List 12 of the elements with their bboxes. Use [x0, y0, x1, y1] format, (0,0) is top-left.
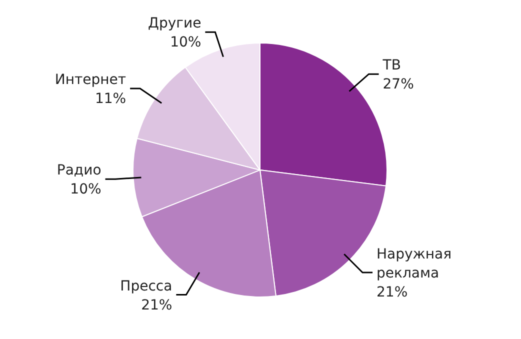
data-label: 21% [141, 297, 172, 314]
slice-label: ТВ [382, 58, 401, 74]
slice-label: Другие [148, 16, 202, 32]
data-label: 10% [170, 34, 202, 51]
data-label: 10% [70, 182, 102, 198]
data-label: 27% [382, 76, 414, 93]
slice-label: Интернет [54, 72, 126, 88]
data-label: 11% [94, 91, 126, 107]
slice-label: Пресса [120, 278, 172, 294]
data-label: 21% [376, 284, 408, 301]
slice-label: Наружная реклама [376, 246, 452, 282]
slice-label: Радио [56, 162, 102, 179]
